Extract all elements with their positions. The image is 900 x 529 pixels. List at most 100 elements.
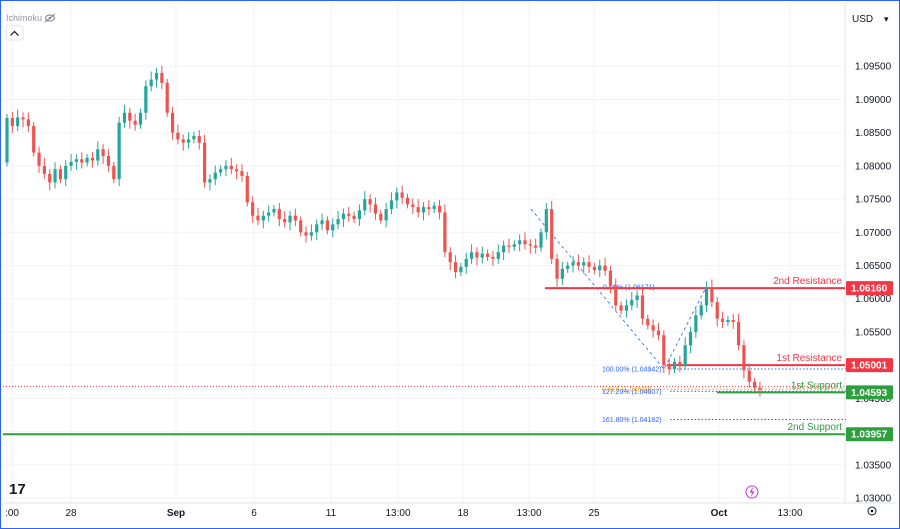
candle [170, 106, 175, 140]
candle [486, 249, 490, 261]
candle [235, 164, 239, 180]
candle [192, 132, 196, 144]
candle [421, 202, 426, 221]
candle [16, 109, 20, 132]
candle [325, 216, 329, 235]
indicator-label[interactable]: Ichimoku [6, 13, 42, 23]
candle [411, 198, 415, 215]
y-tick-label: 1.08000 [855, 161, 892, 172]
candle [507, 238, 511, 253]
y-tick-label: 1.07000 [855, 228, 892, 239]
candle [288, 210, 292, 231]
candle [603, 257, 607, 276]
candle [528, 239, 532, 254]
currency-selector[interactable]: USD ▾ [852, 14, 889, 25]
candle [688, 326, 693, 354]
candle [154, 67, 159, 88]
candle [229, 157, 233, 175]
candle [331, 218, 335, 238]
hide-eye-icon[interactable] [44, 13, 56, 23]
candle [571, 256, 575, 273]
x-tick-label: 13:00 [385, 508, 410, 519]
candle [122, 104, 127, 128]
candle [341, 208, 346, 227]
candle [736, 314, 741, 351]
candle [646, 314, 650, 330]
y-tick-label: 1.09000 [855, 95, 892, 106]
candle [53, 162, 57, 189]
candle [363, 191, 367, 216]
fib-level-label: 0.618 (1.04639) [602, 387, 651, 394]
candle [560, 261, 564, 285]
tradingview-logo: 17 [9, 481, 26, 498]
candle [758, 381, 762, 397]
time-axis[interactable]: :00 28 Sep 6 11 13:00 18 13:00 25 Oct 13:00 [5, 508, 803, 519]
candle [240, 164, 244, 182]
y-tick-label: 1.05500 [855, 327, 892, 338]
candle [683, 337, 687, 371]
candle [747, 363, 751, 388]
candle [176, 124, 180, 145]
candle [149, 71, 153, 92]
candle [582, 257, 586, 274]
candle [128, 107, 132, 129]
level-label: 2nd Resistance [773, 276, 842, 287]
y-tick-label: 1.09500 [855, 62, 892, 73]
candle [160, 65, 164, 89]
x-tick-label: :00 [5, 508, 19, 519]
candle [90, 151, 95, 168]
x-tick-label: Sep [167, 508, 185, 519]
currency-label: USD [852, 14, 873, 25]
fib-level-label: 127.20% (1.04607) [602, 389, 662, 396]
candle [667, 358, 671, 376]
x-tick-label: 25 [588, 508, 600, 519]
collapse-legend-button[interactable] [5, 25, 24, 41]
candle [416, 199, 420, 218]
support-resistance-levels[interactable] [3, 287, 845, 436]
candle [112, 161, 116, 184]
candle [42, 157, 46, 179]
candle [443, 204, 447, 258]
candle [277, 203, 281, 226]
candle [26, 112, 30, 133]
candle [283, 211, 287, 228]
lightning-icon[interactable] [745, 485, 759, 499]
candle [448, 247, 452, 271]
x-tick-label: 28 [65, 508, 77, 519]
x-tick-label: Oct [711, 508, 728, 519]
y-tick-label: 1.08500 [855, 128, 892, 139]
candle [384, 203, 388, 228]
candle [453, 255, 458, 279]
fib-level-label: 100.00% (1.04942) [602, 367, 662, 374]
candle [624, 299, 629, 318]
y-tick-label: 1.07500 [855, 195, 892, 206]
candle [101, 144, 105, 164]
candle [592, 262, 596, 275]
candle [539, 228, 543, 252]
candle [245, 171, 249, 207]
candle [534, 238, 538, 254]
candles [5, 65, 762, 397]
candle [80, 152, 84, 169]
candle [651, 319, 655, 338]
candle [165, 78, 169, 117]
candle [566, 261, 570, 273]
y-tick-label: 1.03000 [855, 494, 892, 505]
candle [619, 301, 623, 315]
chevron-down-icon: ▾ [884, 14, 889, 24]
candle [117, 116, 121, 187]
candle [85, 153, 89, 167]
x-tick-label: 13:00 [516, 508, 541, 519]
candle [720, 311, 725, 328]
candle [437, 199, 442, 220]
candle [352, 211, 356, 224]
candle [197, 130, 201, 150]
candle [731, 314, 735, 329]
settings-gear-icon[interactable] [867, 506, 877, 516]
price-tag: 1.04593 [846, 385, 893, 400]
y-tick-label: 1.03500 [855, 460, 892, 471]
candle [518, 234, 522, 252]
candle [480, 246, 484, 264]
